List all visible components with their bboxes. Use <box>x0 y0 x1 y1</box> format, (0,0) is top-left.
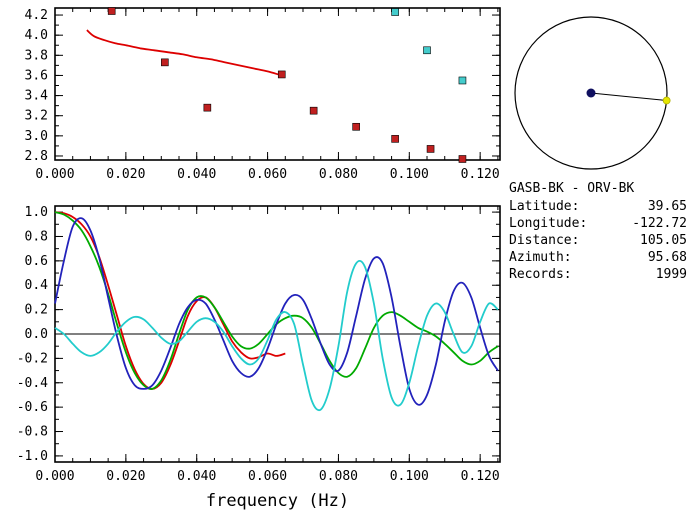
y-tick-label: 0.2 <box>25 303 48 318</box>
station-pair-label: GASB-BK - ORV-BK <box>509 181 635 196</box>
x-tick-label: 0.120 <box>461 469 500 484</box>
red-dispersion-points-marker[interactable] <box>458 155 467 163</box>
plot-frame <box>54 7 501 161</box>
records-value: 1999 <box>655 267 687 282</box>
x-tick-label: 0.100 <box>390 167 429 182</box>
distance-value: 105.05 <box>640 233 687 248</box>
y-tick-label: 4.0 <box>25 28 48 43</box>
y-tick-label: 2.8 <box>25 149 48 164</box>
red-dispersion-points-marker[interactable] <box>309 106 318 115</box>
correlation-content: 0.000 0.020 0.040 0.060 0.080 0.100 0.120 -1.0 -… <box>17 205 501 511</box>
y-tick-label: 1.0 <box>25 205 48 220</box>
station-info-panel: GASB-BK - ORV-BK Latitude: 39.65 Longitu… <box>509 182 687 282</box>
cyan-dispersion-points-marker[interactable] <box>458 76 467 85</box>
info-row-latitude: Latitude: 39.65 <box>509 200 687 214</box>
y-tick-label: -0.6 <box>17 400 48 415</box>
y-tick-label: 3.0 <box>25 129 48 144</box>
info-row-records: Records: 1999 <box>509 268 687 282</box>
red-trace <box>54 211 286 390</box>
x-tick-label: 0.040 <box>177 167 216 182</box>
azimuth-endpoint-dot <box>662 96 671 105</box>
y-tick-label: -0.4 <box>17 376 48 391</box>
plot-frame <box>54 205 501 463</box>
red-dispersion-points-marker[interactable] <box>107 7 116 15</box>
red-dispersion-points-marker[interactable] <box>203 103 212 112</box>
dispersion-content: 0.000 0.020 0.040 0.060 0.080 0.100 0.120 2.8 3.… <box>25 7 501 182</box>
y-tick-label: 3.6 <box>25 68 48 83</box>
y-tick-label: 3.4 <box>25 89 49 104</box>
latitude-value: 39.65 <box>647 199 687 214</box>
records-label: Records: <box>509 267 572 282</box>
y-tick-label: 0.6 <box>25 254 48 269</box>
x-tick-label: 0.060 <box>248 469 287 484</box>
cyan-dispersion-points-marker[interactable] <box>423 46 431 55</box>
cyan-dispersion-points-marker[interactable] <box>391 8 399 16</box>
red-dispersion-points-marker[interactable] <box>391 135 399 143</box>
azimuth-label: Azimuth: <box>509 250 572 265</box>
y-tick-label: 3.2 <box>25 109 48 124</box>
group-velocity-curve <box>86 29 283 77</box>
station-dot <box>586 88 596 98</box>
y-tick-label: -0.8 <box>17 425 48 440</box>
cyan-trace <box>54 259 499 412</box>
red-dispersion-points-marker[interactable] <box>426 145 435 153</box>
green-trace <box>54 211 499 390</box>
correlation-plot[interactable]: 0.000 0.020 0.040 0.060 0.080 0.100 0.120 -1.0 -… <box>0 198 505 519</box>
y-tick-label: 3.8 <box>25 48 48 63</box>
x-tick-label: 0.040 <box>177 469 216 484</box>
longitude-value: -122.72 <box>632 216 687 231</box>
y-tick-label: 0.8 <box>25 229 48 244</box>
x-axis-title: frequency (Hz) <box>206 491 349 511</box>
x-tick-label: 0.120 <box>461 167 500 182</box>
x-tick-label: 0.060 <box>248 167 287 182</box>
info-row-azimuth: Azimuth: 95.68 <box>509 251 687 265</box>
x-tick-label: 0.100 <box>390 469 429 484</box>
x-tick-label: 0.020 <box>106 469 145 484</box>
longitude-label: Longitude: <box>509 216 588 231</box>
x-tick-label: 0.080 <box>319 469 358 484</box>
azimuth-compass <box>514 16 671 170</box>
azimuth-line <box>590 92 667 102</box>
blue-trace <box>54 217 499 406</box>
x-tick-label: 0.020 <box>106 167 145 182</box>
x-tick-label: 0.000 <box>35 469 74 484</box>
y-tick-label: -1.0 <box>17 449 48 464</box>
red-dispersion-points-marker[interactable] <box>352 122 360 131</box>
y-tick-label: 4.2 <box>25 8 48 23</box>
y-tick-label: 0.4 <box>25 278 49 293</box>
dispersion-plot[interactable]: 0.000 0.020 0.040 0.060 0.080 0.100 0.120 2.8 3.… <box>0 0 505 198</box>
distance-label: Distance: <box>509 233 580 248</box>
compass-circle <box>514 16 668 170</box>
red-dispersion-points-marker[interactable] <box>277 70 286 79</box>
y-tick-label: 0.0 <box>25 327 48 342</box>
info-row-longitude: Longitude: -122.72 <box>509 217 687 231</box>
red-dispersion-points-marker[interactable] <box>161 58 169 67</box>
azimuth-value: 95.68 <box>647 250 687 265</box>
x-tick-label: 0.000 <box>35 167 74 182</box>
x-tick-label: 0.080 <box>319 167 358 182</box>
y-tick-label: -0.2 <box>17 351 48 366</box>
info-row-distance: Distance: 105.05 <box>509 234 687 248</box>
latitude-label: Latitude: <box>509 199 580 214</box>
